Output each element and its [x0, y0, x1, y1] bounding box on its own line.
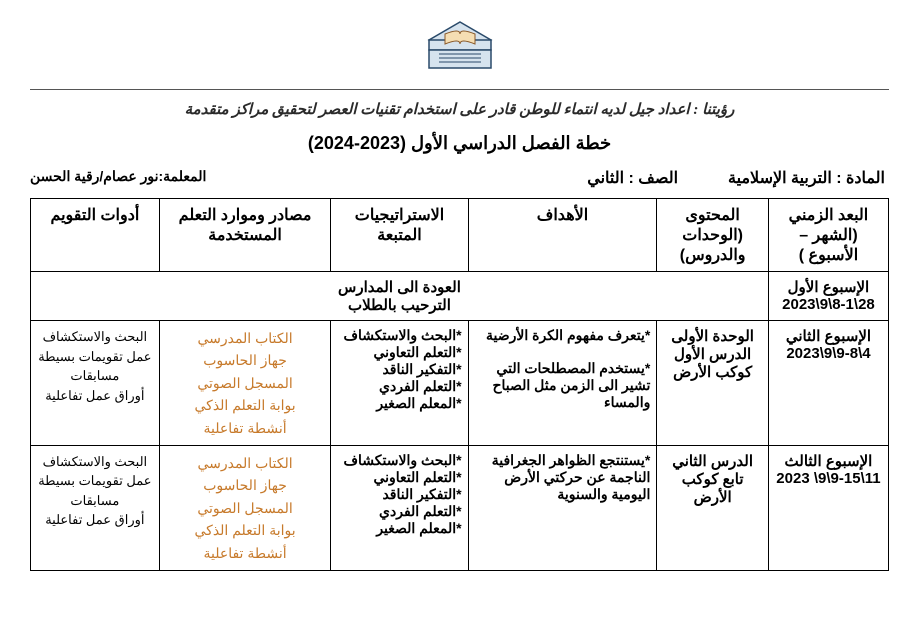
- plan-title: خطة الفصل الدراسي الأول (2023-2024): [30, 133, 889, 154]
- vision-text: رؤيتنا : اعداد جيل لديه انتماء للوطن قاد…: [30, 100, 889, 119]
- cell-resources: الكتاب المدرسيجهاز الحاسوبالمسجل الصوتيب…: [159, 445, 331, 570]
- cell-time: الإسبوع الثالث11\9-15\9\ 2023: [768, 445, 888, 570]
- th-strategies: الاستراتيجيات المتبعة: [331, 199, 468, 272]
- table-row: الإسبوع الأول28\8-1\9\2023 العودة الى ال…: [31, 272, 889, 321]
- plan-table: البعد الزمني (الشهر – الأسبوع ) المحتوى …: [30, 198, 889, 571]
- table-row: الإسبوع الثاني4\9-8\9\2023 الوحدة الأولى…: [31, 321, 889, 446]
- th-content: المحتوى (الوحدات والدروس): [657, 199, 769, 272]
- cell-evaluation: البحث والاستكشافعمل تقويمات بسيطةمسابقات…: [31, 445, 160, 570]
- cell-goals: *يستنتجع الظواهر الجغرافية الناجمة عن حر…: [468, 445, 657, 570]
- th-goals: الأهداف: [468, 199, 657, 272]
- divider: [30, 89, 889, 90]
- th-resources: مصادر وموارد التعلم المستخدمة: [159, 199, 331, 272]
- table-row: الإسبوع الثالث11\9-15\9\ 2023 الدرس الثا…: [31, 445, 889, 570]
- cell-time: الإسبوع الأول28\8-1\9\2023: [768, 272, 888, 321]
- logo-icon: [425, 20, 495, 81]
- cell-strategies: *البحث والاستكشاف*التعلم التعاوني*التفكي…: [331, 445, 468, 570]
- subject-label: المادة : التربية الإسلامية: [728, 168, 885, 188]
- th-evaluation: أدوات التقويم: [31, 199, 160, 272]
- teacher-label: المعلمة:نور عصام/رقية الحسن: [30, 168, 206, 188]
- cell-goals: *يتعرف مفهوم الكرة الأرضية*يستخدم المصطل…: [468, 321, 657, 446]
- th-time: البعد الزمني (الشهر – الأسبوع ): [768, 199, 888, 272]
- table-header-row: البعد الزمني (الشهر – الأسبوع ) المحتوى …: [31, 199, 889, 272]
- cell-resources: الكتاب المدرسيجهاز الحاسوبالمسجل الصوتيب…: [159, 321, 331, 446]
- header-logo: [30, 20, 889, 81]
- info-line: المادة : التربية الإسلامية الصف : الثاني…: [30, 168, 889, 188]
- cell-strategies: *البحث والاستكشاف*التعلم التعاوني*التفكي…: [331, 321, 468, 446]
- cell-evaluation: البحث والاستكشافعمل تقويمات بسيطةمسابقات…: [31, 321, 160, 446]
- cell-merged-welcome: العودة الى المدارسالترحيب بالطلاب: [31, 272, 769, 321]
- grade-label: الصف : الثاني: [587, 168, 678, 188]
- cell-content: الوحدة الأولىالدرس الأولكوكب الأرض: [657, 321, 769, 446]
- cell-content: الدرس الثانيتابع كوكب الأرض: [657, 445, 769, 570]
- cell-time: الإسبوع الثاني4\9-8\9\2023: [768, 321, 888, 446]
